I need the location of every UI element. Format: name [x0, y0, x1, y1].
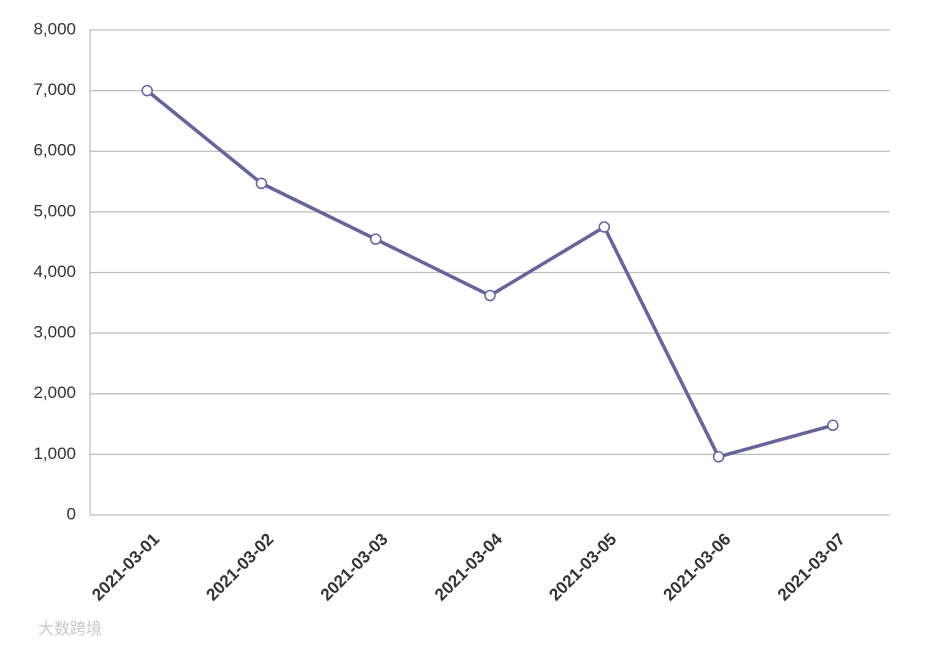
- point: [712, 451, 725, 463]
- watermark: 大数跨境: [38, 619, 102, 638]
- y-tick-label: 7,000: [33, 80, 76, 99]
- y-tick-label: 3,000: [33, 323, 76, 342]
- y-tick-label: 8,000: [33, 19, 76, 38]
- y-tick-label: 6,000: [33, 141, 76, 160]
- point: [255, 177, 268, 190]
- x-tick-label: 2021-03-07: [774, 530, 849, 605]
- point: [827, 419, 839, 432]
- y-tick-label: 2,000: [33, 383, 76, 402]
- x-tick-label: 2021-03-02: [202, 530, 277, 605]
- y-tick-label: 1,000: [33, 444, 76, 463]
- x-tick-label: 2021-03-01: [88, 530, 163, 605]
- point: [369, 233, 382, 245]
- x-tick-label: 2021-03-06: [660, 530, 735, 605]
- point: [598, 221, 611, 233]
- x-tick-label: 2021-03-04: [431, 529, 506, 604]
- x-tick-label: 2021-03-05: [545, 530, 620, 605]
- point: [141, 84, 153, 97]
- y-tick-label: 5,000: [33, 201, 76, 220]
- line: [146, 89, 834, 459]
- point: [484, 289, 496, 302]
- y-tick-label: 0: [67, 504, 76, 523]
- y-tick-label: 4,000: [33, 262, 76, 281]
- x-tick-label: 2021-03-03: [317, 530, 392, 605]
